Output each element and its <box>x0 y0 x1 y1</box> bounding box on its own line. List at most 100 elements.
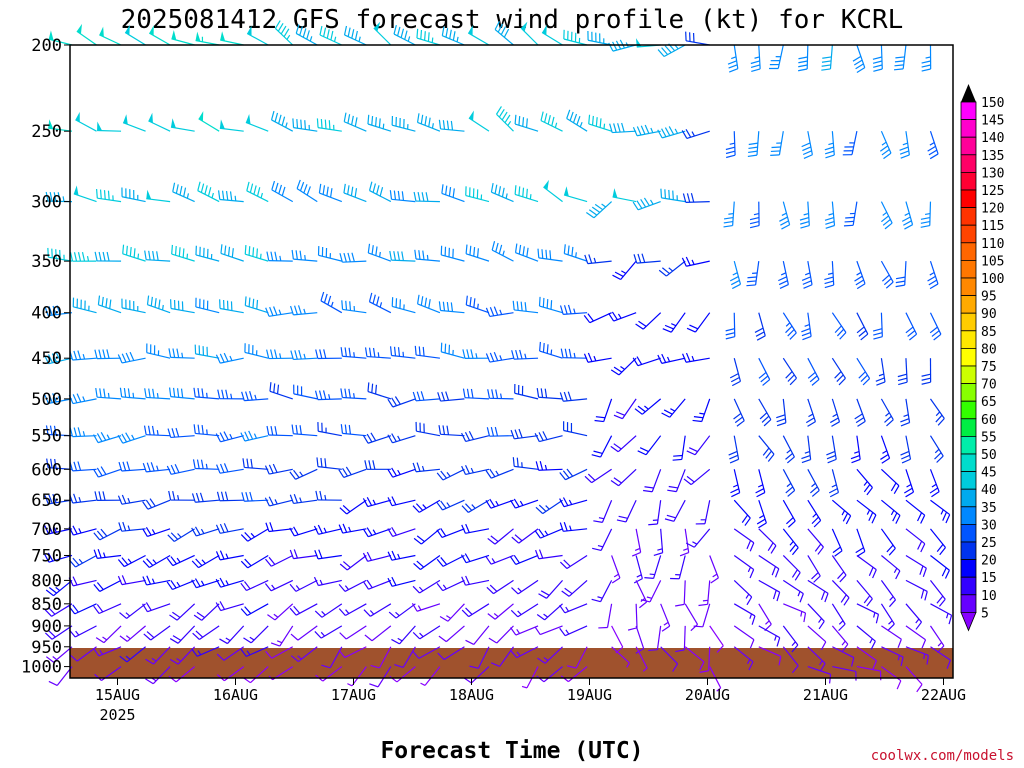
barb-feather <box>661 353 667 363</box>
barb-shaft <box>832 646 855 659</box>
barb-half-feather <box>177 533 182 538</box>
barb-half-feather <box>603 123 606 129</box>
barb-feather <box>291 249 294 260</box>
wind-barb <box>855 528 866 557</box>
barb-feather <box>801 276 811 281</box>
wind-barb <box>117 432 146 444</box>
barb-feather <box>811 572 819 580</box>
wind-barb <box>929 435 944 463</box>
barb-feather <box>368 181 373 191</box>
barb-feather <box>244 296 247 306</box>
barb-feather <box>921 60 931 64</box>
wind-barb <box>856 646 878 670</box>
barb-feather <box>641 253 646 263</box>
barb-half-feather <box>181 352 184 358</box>
barb-feather <box>193 614 203 621</box>
barb-feather <box>142 501 149 510</box>
wind-barb <box>831 625 849 652</box>
colorbar-label: 15 <box>981 571 997 586</box>
wind-barb <box>245 114 269 132</box>
barb-feather <box>873 68 883 72</box>
barb-feather <box>613 366 623 373</box>
wind-barb <box>485 306 514 318</box>
barb-feather <box>850 657 855 667</box>
barb-feather <box>698 603 708 607</box>
barb-feather <box>47 552 54 562</box>
barb-half-feather <box>524 353 527 359</box>
colorbar-box <box>960 295 977 314</box>
barb-shaft <box>124 31 146 46</box>
barb-feather <box>493 306 499 316</box>
barb-shaft <box>543 666 563 683</box>
barb-feather <box>897 373 907 378</box>
wind-barb <box>583 312 612 324</box>
wind-barb <box>758 579 781 602</box>
wind-barb <box>171 30 195 46</box>
barb-half-feather <box>663 621 669 626</box>
barb-feather <box>866 598 873 607</box>
barb-feather <box>387 398 394 408</box>
wind-barb <box>193 387 220 400</box>
barb-feather <box>169 658 179 665</box>
barb-feather <box>485 556 492 565</box>
barb-feather <box>802 146 812 152</box>
wind-barb <box>340 388 367 400</box>
barb-feather <box>824 280 834 285</box>
wind-barb <box>461 465 490 476</box>
wind-barb <box>387 467 416 478</box>
barb-feather <box>591 598 601 603</box>
barb-feather <box>584 475 593 484</box>
wind-barb <box>534 431 563 443</box>
barb-shaft <box>195 499 220 503</box>
barb-half-feather <box>789 540 794 546</box>
barb-feather <box>749 221 760 225</box>
barb-feather <box>809 375 818 383</box>
barb-feather <box>515 349 519 360</box>
pressure-tick-label: 200 <box>31 36 62 56</box>
barb-shaft <box>396 666 416 683</box>
barb-feather <box>875 377 885 382</box>
barb-feather <box>367 382 370 392</box>
wind-barb <box>168 666 196 683</box>
barb-feather <box>174 464 180 473</box>
barb-feather <box>240 648 247 657</box>
barb-feather <box>882 219 891 226</box>
barb-feather <box>518 428 523 438</box>
barb-feather <box>248 297 251 307</box>
wind-barb <box>241 391 269 402</box>
barb-shaft <box>75 119 97 132</box>
barb-feather <box>814 543 822 552</box>
barb-feather <box>420 29 423 40</box>
wind-barb <box>76 23 97 46</box>
barb-feather <box>314 390 319 400</box>
barb-half-feather <box>82 431 86 437</box>
wind-barb <box>588 114 612 132</box>
barb-feather <box>510 429 515 439</box>
wind-barb <box>437 391 465 402</box>
barb-half-feather <box>319 579 323 585</box>
wind-barb <box>363 603 392 617</box>
barb-feather <box>664 324 674 330</box>
barb-shaft <box>807 646 826 664</box>
wind-barb <box>779 201 791 230</box>
wind-barb <box>317 422 342 437</box>
pressure-tick-label: 750 <box>31 546 62 566</box>
wind-barb <box>930 555 950 579</box>
barb-feather <box>76 393 82 403</box>
wind-barb <box>905 528 926 553</box>
barb-feather <box>591 115 594 126</box>
barb-feather <box>785 371 793 379</box>
barb-feather <box>562 497 569 506</box>
barb-feather <box>416 294 420 304</box>
wind-barb <box>632 197 661 211</box>
barb-feather <box>637 405 646 413</box>
wind-barb <box>266 349 293 360</box>
barb-feather <box>559 561 568 569</box>
barb-feather <box>374 117 377 127</box>
barb-feather <box>824 276 834 281</box>
barb-feather <box>416 462 421 472</box>
barb-half-feather <box>691 355 695 362</box>
barb-feather <box>770 545 777 554</box>
barb-feather <box>498 108 505 118</box>
barb-feather <box>100 431 107 441</box>
